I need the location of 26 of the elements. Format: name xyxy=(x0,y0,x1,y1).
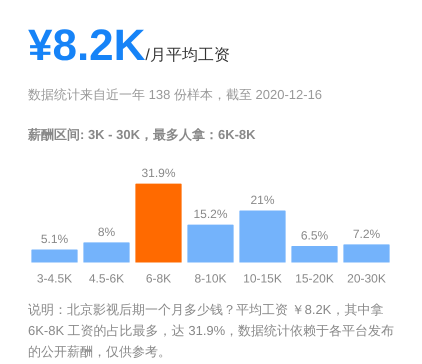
bar xyxy=(239,210,286,262)
data-label: 7.2% xyxy=(352,226,381,241)
bar xyxy=(187,224,234,262)
bar xyxy=(83,242,130,262)
x-tick-label: 20-30K xyxy=(347,272,386,286)
text: 说明：北京影视后期一个月多少钱？平均工资 ￥8.2K，其中拿 6K-8K 工资的占比最多，达 31.9%，数据统计依赖于各平台发布的公开薪酬，仅供参考。 xyxy=(28,301,396,361)
bar xyxy=(135,184,182,262)
chart-title: ¥8.2K xyxy=(28,21,146,70)
data-label: 21% xyxy=(250,192,275,207)
text: 薪酬区间: 3K - 30K，最多人拿：6K-8K xyxy=(28,126,257,144)
x-tick-label: 15-20K xyxy=(295,272,334,286)
chart-subtitle: /月平均工资 xyxy=(145,47,230,64)
bar xyxy=(291,246,338,262)
text: 数据统计来自近一年 138 份样本，截至 2020-12-16 xyxy=(28,86,322,104)
x-tick-label: 10-15K xyxy=(243,272,282,286)
data-label: 6.5% xyxy=(300,228,329,243)
x-tick-label: 6-8K xyxy=(146,272,172,286)
bar xyxy=(343,244,390,262)
x-tick-label: 3-4.5K xyxy=(36,272,72,286)
x-tick-label: 8-10K xyxy=(194,272,227,286)
data-label: 15.2% xyxy=(193,207,228,222)
bar xyxy=(31,249,78,262)
x-tick-label: 4.5-6K xyxy=(88,272,124,286)
data-label: 31.9% xyxy=(141,166,176,180)
data-label: 5.1% xyxy=(40,232,69,246)
data-label: 8% xyxy=(98,224,116,239)
